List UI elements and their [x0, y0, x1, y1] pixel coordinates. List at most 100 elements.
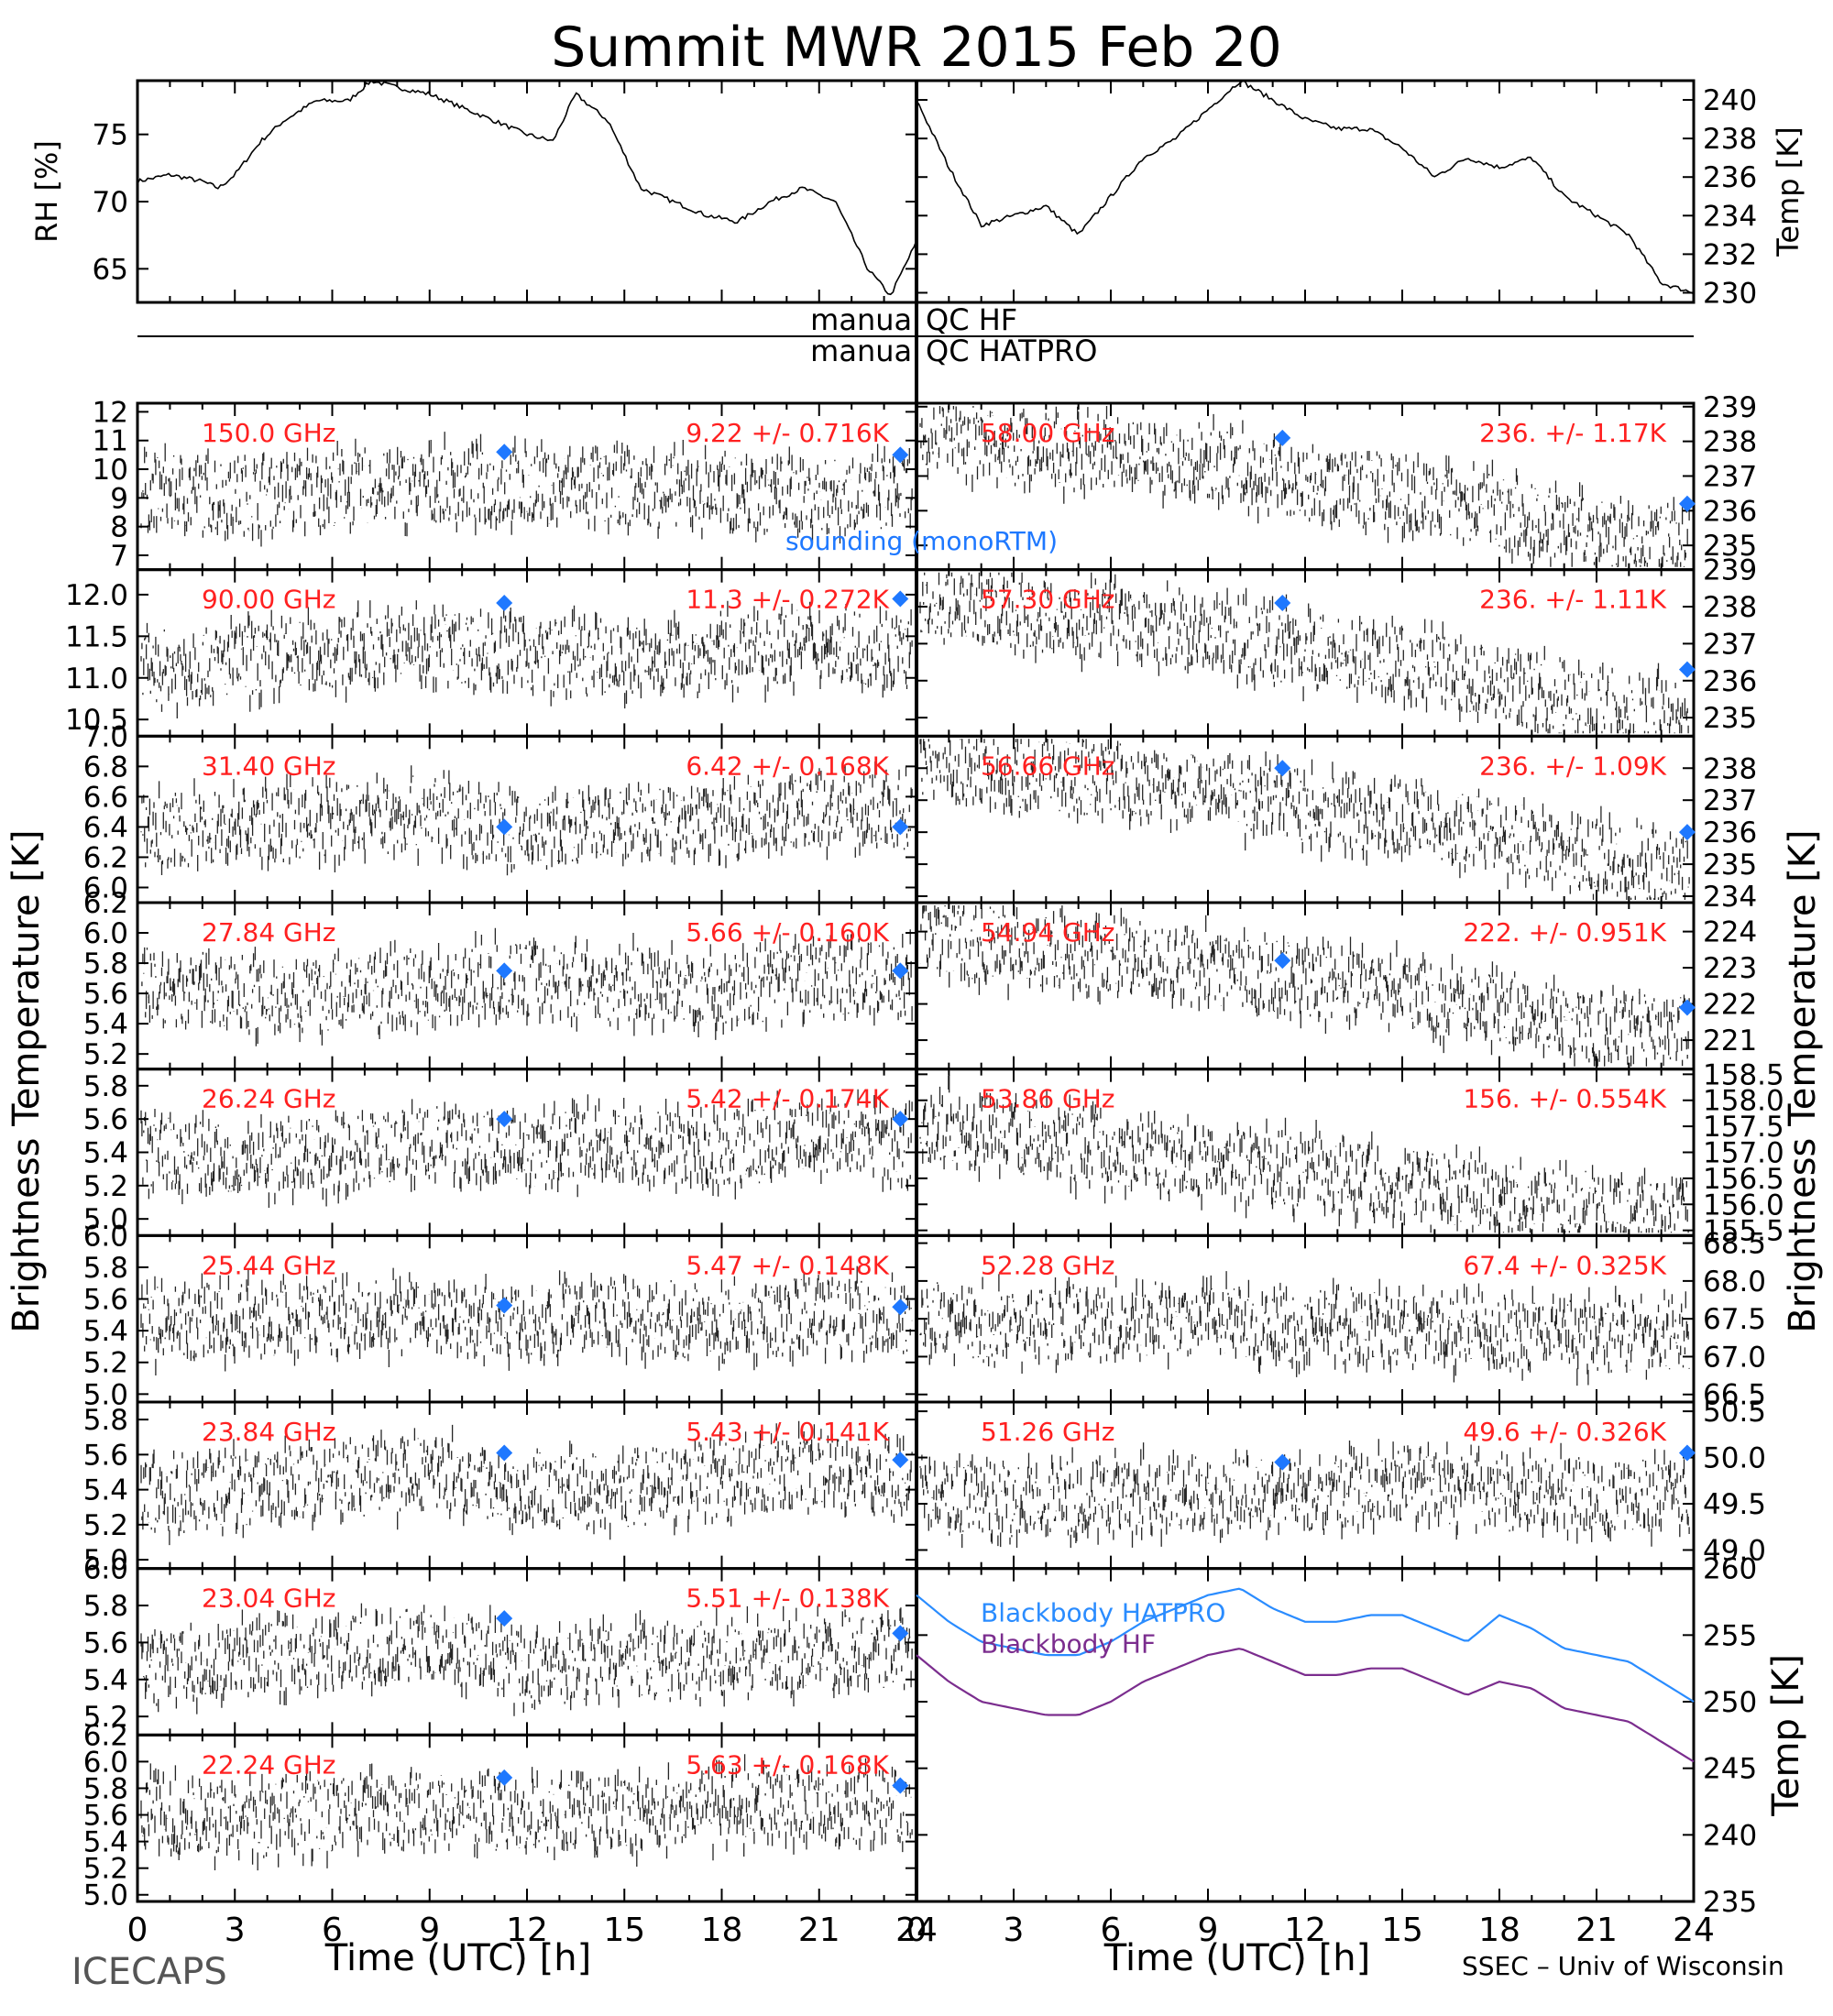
channel-27-84-ghz-ytick-label: 6.0 [83, 917, 128, 950]
channel-150-0-ghz-ytick-label: 11 [93, 425, 128, 458]
channel-90-00-ghz-trace [140, 600, 913, 718]
channel-90-00-ghz-ytick-label: 12.0 [65, 579, 128, 612]
channel-56-66-ghz-sounding-marker [1274, 760, 1291, 777]
channel-26-24-ghz-sounding-marker [496, 1111, 513, 1128]
channel-54-94-ghz-ytick-label: 221 [1703, 1024, 1757, 1057]
x-axis-label-left: Time (UTC) [h] [324, 1937, 591, 1979]
channel-22-24-ghz-ytick-label: 5.2 [83, 1853, 128, 1886]
footer-ssec: SSEC – Univ of Wisconsin [1462, 1951, 1784, 1981]
channel-53-86-ghz-ytick-label: 157.0 [1703, 1137, 1784, 1170]
x-tick-label-left: 9 [419, 1912, 440, 1949]
channel-27-84-ghz-sounding-marker [892, 962, 909, 980]
qc-label-hatpro-left: manual [810, 334, 920, 368]
channel-58-00-ghz-sounding-marker [1274, 429, 1291, 446]
channel-90-00-ghz-sounding-marker [892, 590, 909, 608]
channel-23-04-ghz-ytick-label: 5.2 [83, 1701, 128, 1734]
channel-54-94-ghz-stats-label: 222. +/- 0.951K [1463, 917, 1666, 948]
channel-150-0-ghz-ytick-label: 7 [110, 540, 128, 573]
qc-label-hatpro: QC HATPRO [926, 334, 1097, 368]
channel-51-26-ghz-ytick-label: 50.5 [1703, 1396, 1766, 1429]
channel-52-28-ghz-freq-label: 52.28 GHz [981, 1250, 1115, 1280]
channel-54-94-ghz-sounding-marker [1678, 999, 1696, 1016]
channel-25-44-ghz-ytick-label: 5.0 [83, 1378, 128, 1411]
qc-label-hf: QC HF [926, 302, 1017, 337]
left-y-axis-label: Brightness Temperature [K] [5, 829, 48, 1332]
channel-31-40-ghz-stats-label: 6.42 +/- 0.168K [686, 751, 889, 781]
channel-27-84-ghz-ytick-label: 5.6 [83, 978, 128, 1011]
channel-56-66-ghz-ytick-label: 238 [1703, 752, 1757, 785]
channel-27-84-ghz-freq-label: 27.84 GHz [202, 917, 336, 948]
sounding-legend: sounding (monoRTM) [785, 526, 1058, 556]
blackbody-ytick-label: 260 [1703, 1553, 1757, 1586]
channel-56-66-ghz-sounding-marker [1678, 824, 1696, 841]
channel-56-66-ghz-ytick-label: 236 [1703, 816, 1757, 849]
channel-23-04-ghz-stats-label: 5.51 +/- 0.138K [686, 1583, 889, 1614]
channel-90-00-ghz-ytick-label: 10.5 [65, 704, 128, 737]
channel-27-84-ghz-ytick-label: 5.8 [83, 948, 128, 981]
channel-54-94-ghz-freq-label: 54.94 GHz [981, 917, 1115, 948]
channel-56-66-ghz-ytick-label: 237 [1703, 784, 1757, 817]
channel-25-44-ghz-ytick-label: 5.2 [83, 1347, 128, 1380]
channel-57-30-ghz-trace [919, 572, 1689, 734]
channel-22-24-ghz-ytick-label: 5.8 [83, 1772, 128, 1805]
channel-54-94-ghz-ytick-label: 223 [1703, 952, 1757, 985]
channel-52-28-ghz-ytick-label: 67.5 [1703, 1303, 1766, 1336]
channel-90-00-ghz-ytick-label: 11.0 [65, 663, 128, 696]
channel-150-0-ghz-ytick-label: 10 [93, 454, 128, 487]
temp-ytick-label: 234 [1703, 200, 1757, 233]
channel-23-84-ghz-sounding-marker [892, 1452, 909, 1469]
rh-series-line [137, 79, 917, 296]
channel-31-40-ghz-ytick-label: 7.0 [83, 720, 128, 753]
channel-53-86-ghz-ytick-label: 156.0 [1703, 1189, 1784, 1222]
channel-26-24-ghz-ytick-label: 5.6 [83, 1103, 128, 1136]
temp-ytick-label: 232 [1703, 238, 1757, 271]
x-tick-label-right: 6 [1101, 1912, 1122, 1949]
channel-150-0-ghz-sounding-marker [496, 444, 513, 461]
channel-25-44-ghz-sounding-marker [892, 1298, 909, 1316]
channel-51-26-ghz-trace [919, 1439, 1690, 1549]
channel-23-04-ghz-sounding-marker [892, 1625, 909, 1642]
temp-series-line [916, 80, 1695, 295]
channel-26-24-ghz-ytick-label: 5.2 [83, 1170, 128, 1203]
channel-23-04-ghz-ytick-label: 5.4 [83, 1664, 128, 1697]
x-axis-label-right: Time (UTC) [h] [1103, 1937, 1370, 1979]
channel-27-84-ghz-trace [141, 927, 913, 1046]
channel-27-84-ghz-ytick-label: 5.4 [83, 1008, 128, 1041]
rh-ytick-label: 70 [93, 186, 128, 219]
channel-23-04-ghz-ytick-label: 5.6 [83, 1627, 128, 1660]
channel-58-00-ghz-ytick-label: 235 [1703, 530, 1757, 563]
channel-52-28-ghz-ytick-label: 67.0 [1703, 1341, 1766, 1374]
channel-53-86-ghz-ytick-label: 158.0 [1703, 1085, 1784, 1118]
channel-25-44-ghz-freq-label: 25.44 GHz [202, 1250, 336, 1280]
x-tick-label-left: 15 [603, 1912, 645, 1949]
blackbody-series-1 [916, 1648, 1695, 1763]
channel-90-00-ghz-ytick-label: 11.5 [65, 620, 128, 653]
channel-56-66-ghz-trace [919, 739, 1690, 900]
rh-ytick-label: 75 [93, 119, 128, 152]
channel-22-24-ghz-trace [140, 1754, 913, 1871]
channel-23-84-ghz-ytick-label: 5.0 [83, 1544, 128, 1577]
blackbody-legend-0: Blackbody HATPRO [981, 1598, 1225, 1628]
channel-58-00-ghz-ytick-label: 237 [1703, 460, 1757, 493]
channel-150-0-ghz-ytick-label: 9 [110, 482, 128, 515]
blackbody-ytick-label: 245 [1703, 1753, 1757, 1786]
channel-53-86-ghz-ytick-label: 158.5 [1703, 1058, 1784, 1091]
channel-53-86-ghz-trace [919, 1074, 1689, 1233]
blackbody-ylabel: Temp [K] [1765, 1654, 1807, 1817]
channel-57-30-ghz-stats-label: 236. +/- 1.11K [1479, 585, 1666, 615]
channel-31-40-ghz-ytick-label: 6.4 [83, 811, 128, 844]
x-tick-label-right: 0 [906, 1912, 927, 1949]
channel-26-24-ghz-freq-label: 26.24 GHz [202, 1084, 336, 1114]
rh-panel-frame [136, 79, 918, 304]
right-y-axis-label: Brightness Temperature [K] [1782, 829, 1824, 1332]
channel-31-40-ghz-trace [140, 761, 913, 876]
channel-23-84-ghz-ytick-label: 5.6 [83, 1439, 128, 1472]
temp-ylabel: Temp [K] [1771, 126, 1806, 257]
channel-26-24-ghz-ytick-label: 5.8 [83, 1070, 128, 1103]
x-tick-label-right: 15 [1381, 1912, 1423, 1949]
channel-57-30-ghz-ytick-label: 239 [1703, 554, 1757, 587]
channel-25-44-ghz-sounding-marker [496, 1297, 513, 1314]
channel-56-66-ghz-ytick-label: 235 [1703, 849, 1757, 882]
temp-ytick-label: 236 [1703, 161, 1757, 194]
